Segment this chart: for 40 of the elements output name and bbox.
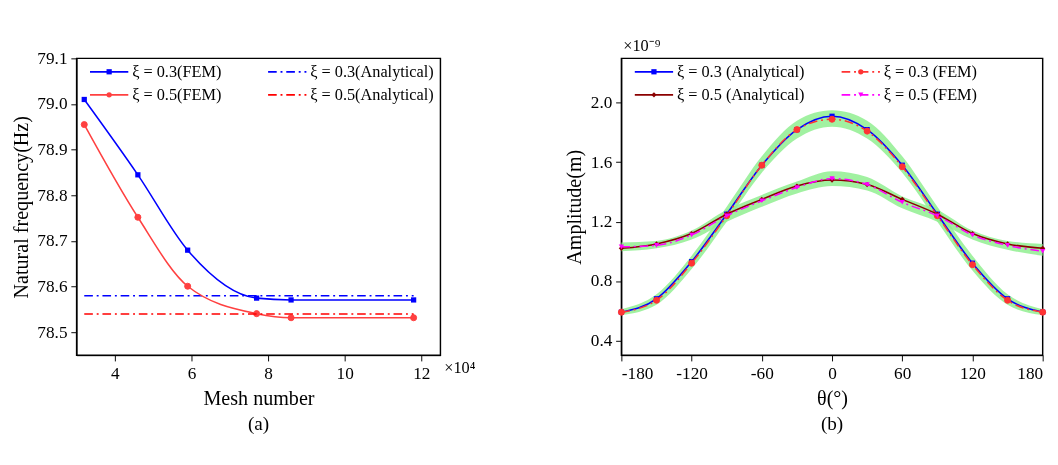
x-tick-label: -120 (676, 363, 708, 383)
legend-label: ξ = 0.3(FEM) (132, 62, 222, 81)
y-tick-label: 2.0 (590, 93, 613, 113)
y-tick-label: 78.6 (37, 276, 68, 296)
y-tick-label: 1.6 (590, 152, 613, 172)
x-tick-label: 120 (960, 363, 986, 383)
x-tick-label: -180 (621, 363, 654, 383)
y-tick-label: 1.2 (590, 211, 613, 231)
y-axis-title: Natural frequency(Hz) (9, 116, 33, 299)
y-tick-label: 79.1 (37, 48, 68, 68)
y-tick-label: 78.7 (37, 231, 68, 251)
legend-label: ξ = 0.3 (Analytical) (676, 62, 805, 81)
y-tick-label: 78.8 (37, 185, 68, 205)
legend-label: ξ = 0.3(Analytical) (310, 62, 434, 81)
x-axis-title: Mesh number (203, 386, 315, 409)
text: ×10⁴ (444, 359, 476, 378)
y-tick-label: 0.4 (590, 330, 613, 350)
y-axis-title: Amplitude(m) (563, 149, 587, 265)
legend-label: ξ = 0.3 (FEM) (883, 62, 977, 81)
x-tick-label: 8 (264, 363, 273, 383)
x-axis-title: θ(°) (816, 386, 849, 410)
legend-label: ξ = 0.5 (FEM) (883, 85, 977, 104)
legend-label: ξ = 0.5(Analytical) (310, 85, 434, 104)
y-tick-label: 78.9 (37, 139, 68, 159)
x-tick-label: 10 (336, 363, 354, 383)
legend-label: ξ = 0.5 (Analytical) (676, 85, 805, 104)
y-tick-label: 79.0 (37, 94, 68, 114)
x-tick-label: 60 (894, 363, 912, 383)
x-tick-label: 12 (413, 363, 431, 383)
x-tick-label: 6 (187, 363, 197, 383)
text: ×10⁻⁹ (623, 36, 661, 55)
x-tick-label: 180 (1017, 363, 1044, 383)
text: (a) (247, 412, 270, 435)
x-tick-label: -60 (750, 363, 774, 383)
y-tick-label: 78.5 (37, 322, 68, 342)
x-tick-label: 4 (111, 363, 121, 383)
y-tick-label: 0.8 (590, 271, 613, 291)
legend-label: ξ = 0.5(FEM) (132, 85, 222, 104)
x-tick-label: 0 (828, 363, 837, 383)
text: (b) (820, 412, 844, 435)
